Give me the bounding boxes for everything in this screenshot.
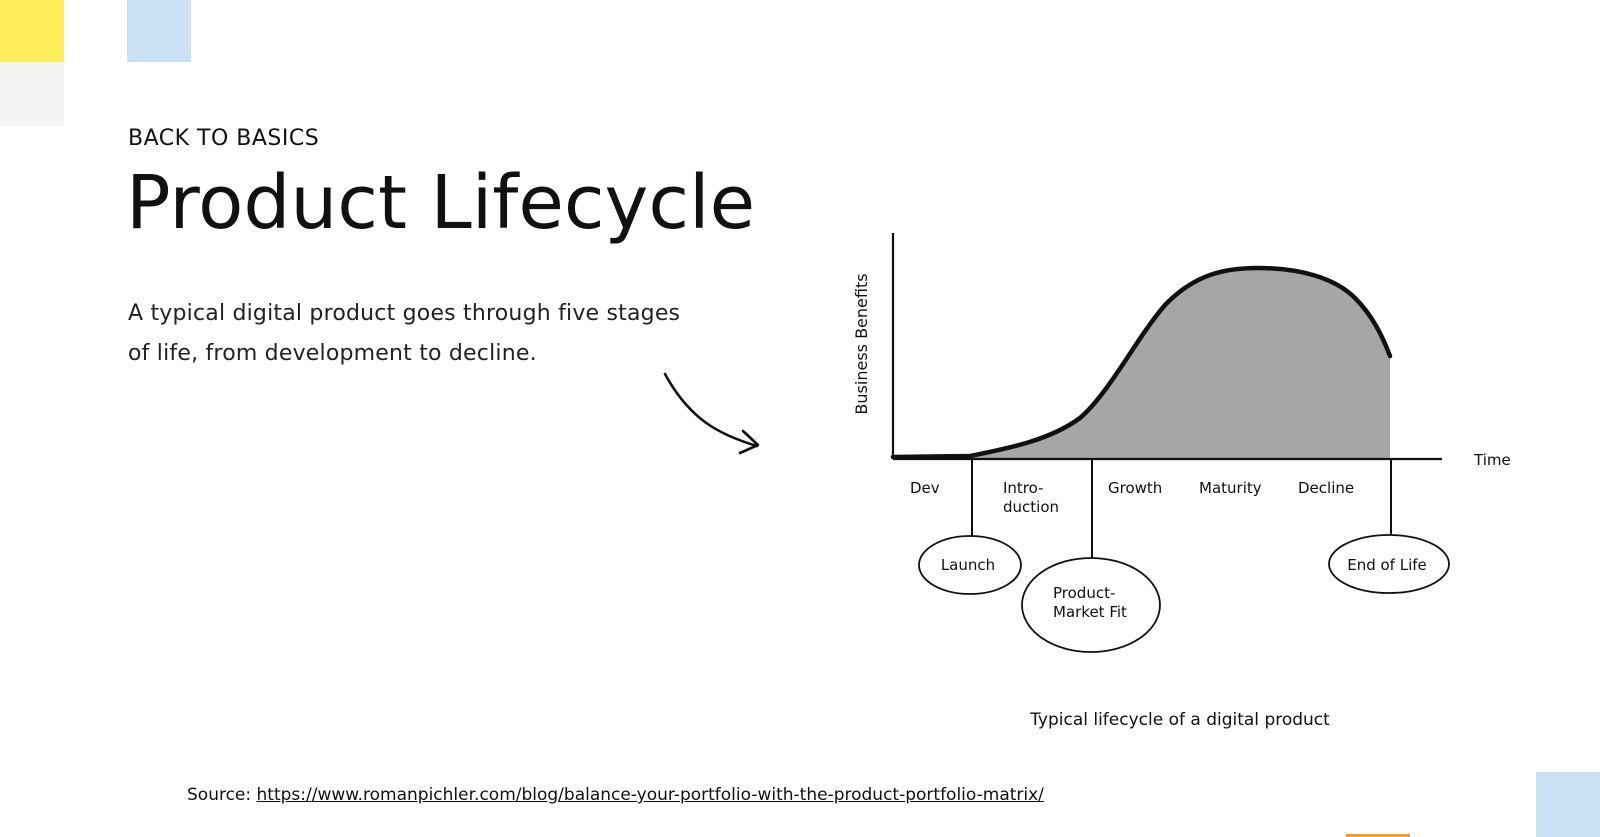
stage-label-introduction: Intro-: [1003, 479, 1044, 497]
source-label: Source:: [187, 785, 252, 805]
lifecycle-area: [970, 268, 1390, 459]
diagram-caption: Typical lifecycle of a digital product: [1030, 710, 1330, 730]
y-axis-label: Business Benefits: [852, 273, 871, 414]
stage-label-maturity: Maturity: [1199, 479, 1262, 497]
end-of-life-bubble: [1328, 534, 1450, 594]
section-kicker: BACK TO BASICS: [128, 126, 320, 151]
launch-bubble: [918, 535, 1022, 595]
pointer-arrow-icon: [663, 372, 760, 455]
product-market-fit-bubble: [1021, 557, 1161, 653]
milestone-label-product-market-fit-line2: Market Fit: [1053, 603, 1127, 621]
source-link[interactable]: https://www.romanpichler.com/blog/balanc…: [256, 785, 1044, 805]
lead-paragraph: A typical digital product goes through f…: [128, 301, 681, 366]
stage-label-introduction-line2: duction: [1003, 498, 1059, 516]
stage-label-dev: Dev: [910, 479, 940, 497]
page-title: Product Lifecycle: [126, 160, 756, 246]
lifecycle-curve: [890, 265, 1393, 460]
decorative-blue-block-top: [127, 0, 191, 62]
milestone-label-product-market-fit: Product-: [1053, 584, 1115, 602]
decorative-orange-bar: [1346, 834, 1410, 837]
source-citation: Source: https://www.romanpichler.com/blo…: [187, 785, 1044, 805]
decorative-blue-block-bottom: [1536, 772, 1600, 837]
milestone-label-launch: Launch: [941, 556, 995, 574]
milestone-label-end-of-life: End of Life: [1347, 556, 1427, 574]
decorative-yellow-block: [0, 0, 64, 62]
x-axis-label: Time: [1473, 451, 1511, 469]
stage-label-growth: Growth: [1108, 479, 1162, 497]
decorative-grey-block: [0, 62, 64, 126]
stage-label-decline: Decline: [1298, 479, 1354, 497]
